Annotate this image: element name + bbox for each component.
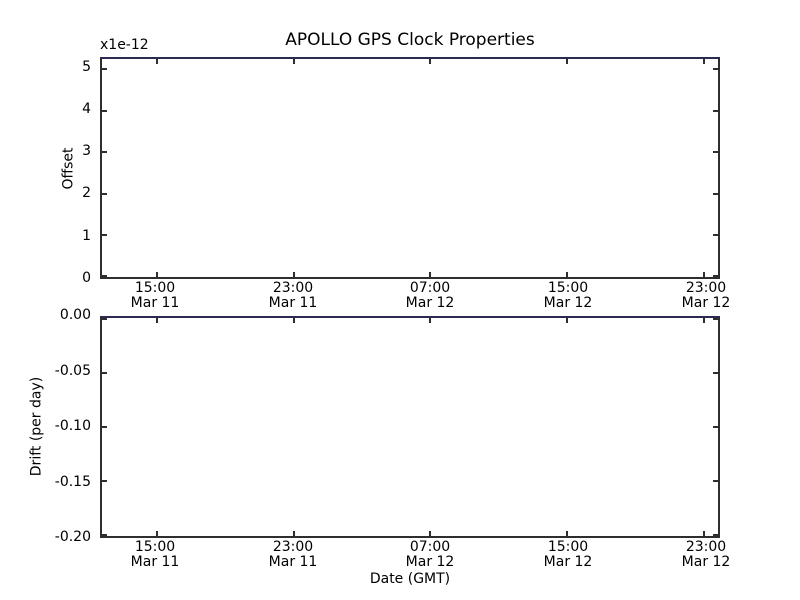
x-tick-date: Mar 11: [130, 295, 180, 311]
x-tick-date: Mar 12: [681, 554, 731, 570]
x-tick: [566, 531, 568, 536]
y-tick-label: 2: [82, 185, 91, 201]
y-tick: [102, 372, 107, 374]
x-tick: [429, 318, 431, 323]
x-tick-date: Mar 12: [405, 554, 455, 570]
y-tick-label: 3: [82, 143, 91, 159]
x-tick-time: 15:00: [134, 280, 176, 296]
x-tick: [566, 59, 568, 64]
x-tick-date: Mar 11: [268, 554, 318, 570]
x-tick-label: 07:00 Mar 12: [388, 540, 472, 570]
y-tick-label: 4: [82, 101, 91, 117]
y-tick: [713, 234, 718, 236]
x-tick-date: Mar 12: [405, 295, 455, 311]
y-tick: [713, 372, 718, 374]
x-tick: [703, 272, 705, 277]
x-tick-time: 23:00: [272, 539, 314, 555]
y-tick: [713, 110, 718, 112]
y-tick: [713, 534, 718, 536]
y-tick-label: -0.15: [54, 474, 91, 490]
y-tick: [713, 318, 718, 320]
x-tick-label: 15:00 Mar 12: [526, 540, 610, 570]
x-tick-time: 23:00: [272, 280, 314, 296]
x-tick-label: 07:00 Mar 12: [388, 281, 472, 311]
x-tick-time: 15:00: [547, 280, 589, 296]
x-tick: [429, 531, 431, 536]
y-tick: [102, 110, 107, 112]
x-tick-date: Mar 11: [130, 554, 180, 570]
y-axis-multiplier-text: x1e-12: [100, 37, 149, 53]
y-tick-label: 1: [82, 228, 91, 244]
y-tick-label: 5: [82, 59, 91, 75]
x-tick: [293, 59, 295, 64]
y-tick-label: 0.00: [59, 307, 91, 323]
x-tick-time: 23:00: [685, 539, 727, 555]
x-axis-label: Date (GMT): [369, 571, 451, 587]
y-tick: [102, 318, 107, 320]
x-tick: [703, 531, 705, 536]
y-tick: [102, 426, 107, 428]
y-tick: [102, 480, 107, 482]
y-tick: [713, 275, 718, 277]
y-tick-label: -0.05: [54, 363, 91, 379]
offset-plot-area: [100, 57, 720, 279]
y-tick: [102, 151, 107, 153]
x-tick-label: 15:00 Mar 11: [113, 281, 197, 311]
x-tick: [293, 531, 295, 536]
x-tick: [429, 272, 431, 277]
x-tick: [566, 272, 568, 277]
drift-plot-area: [100, 316, 720, 538]
x-tick-label: 15:00 Mar 11: [113, 540, 197, 570]
y-tick: [102, 68, 107, 70]
y-tick-label: -0.20: [54, 529, 91, 545]
x-tick-date: Mar 12: [543, 295, 593, 311]
x-tick: [156, 531, 158, 536]
x-tick: [156, 318, 158, 323]
x-tick: [566, 318, 568, 323]
y-tick: [102, 534, 107, 536]
x-tick-date: Mar 11: [268, 295, 318, 311]
y-tick: [713, 426, 718, 428]
x-tick: [703, 318, 705, 323]
x-tick: [293, 318, 295, 323]
x-tick-label: 23:00 Mar 12: [664, 281, 748, 311]
y-tick: [713, 151, 718, 153]
x-tick-time: 07:00: [409, 539, 451, 555]
y-tick: [713, 193, 718, 195]
x-tick-date: Mar 12: [681, 295, 731, 311]
y-tick: [102, 234, 107, 236]
offset-y-axis-label: Offset: [60, 147, 77, 190]
x-tick-time: 15:00: [547, 539, 589, 555]
x-tick-time: 15:00: [134, 539, 176, 555]
x-tick: [156, 59, 158, 64]
y-tick: [713, 480, 718, 482]
x-tick-time: 07:00: [409, 280, 451, 296]
x-tick-label: 23:00 Mar 11: [251, 281, 335, 311]
y-tick: [102, 275, 107, 277]
figure-title: APOLLO GPS Clock Properties: [285, 30, 535, 50]
x-tick: [293, 272, 295, 277]
y-tick: [713, 68, 718, 70]
x-tick-label: 15:00 Mar 12: [526, 281, 610, 311]
x-tick-date: Mar 12: [543, 554, 593, 570]
y-tick-label: -0.10: [54, 418, 91, 434]
y-tick: [102, 193, 107, 195]
x-tick-label: 23:00 Mar 12: [664, 540, 748, 570]
x-tick: [703, 59, 705, 64]
y-tick-label: 0: [82, 270, 91, 286]
x-tick: [156, 272, 158, 277]
x-tick: [429, 59, 431, 64]
x-tick-time: 23:00: [685, 280, 727, 296]
x-tick-label: 23:00 Mar 11: [251, 540, 335, 570]
